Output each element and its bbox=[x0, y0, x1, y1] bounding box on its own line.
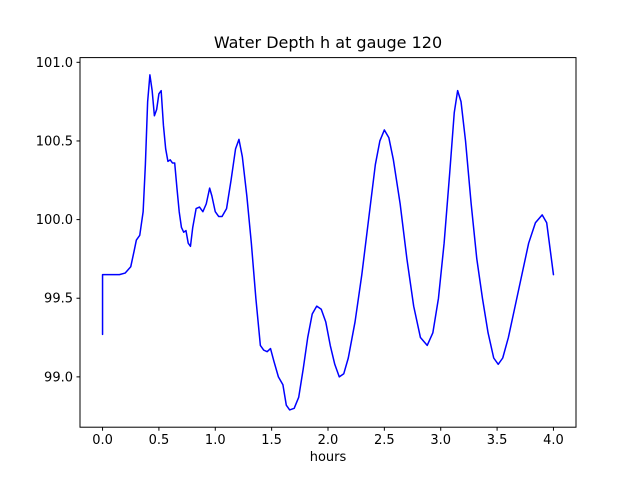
x-tick-label: 2.0 bbox=[318, 433, 339, 448]
x-tick-label: 1.5 bbox=[261, 433, 282, 448]
x-tick-label: 0.5 bbox=[149, 433, 170, 448]
y-tick-label: 101.0 bbox=[36, 56, 73, 71]
x-tick-label: 2.5 bbox=[374, 433, 395, 448]
x-tick-label: 3.5 bbox=[487, 433, 508, 448]
y-tick-label: 100.0 bbox=[36, 213, 73, 228]
x-tick-label: 4.0 bbox=[543, 433, 564, 448]
x-axis-label: hours bbox=[309, 450, 347, 465]
y-tick-label: 100.5 bbox=[36, 134, 73, 149]
x-tick-label: 1.0 bbox=[205, 433, 226, 448]
y-tick-label: 99.0 bbox=[44, 370, 73, 385]
x-tick-label: 0.0 bbox=[92, 433, 113, 448]
x-tick-label: 3.0 bbox=[430, 433, 451, 448]
data-line bbox=[101, 74, 555, 411]
y-tick-label: 99.5 bbox=[44, 292, 73, 307]
chart-title: Water Depth h at gauge 120 bbox=[213, 33, 443, 52]
